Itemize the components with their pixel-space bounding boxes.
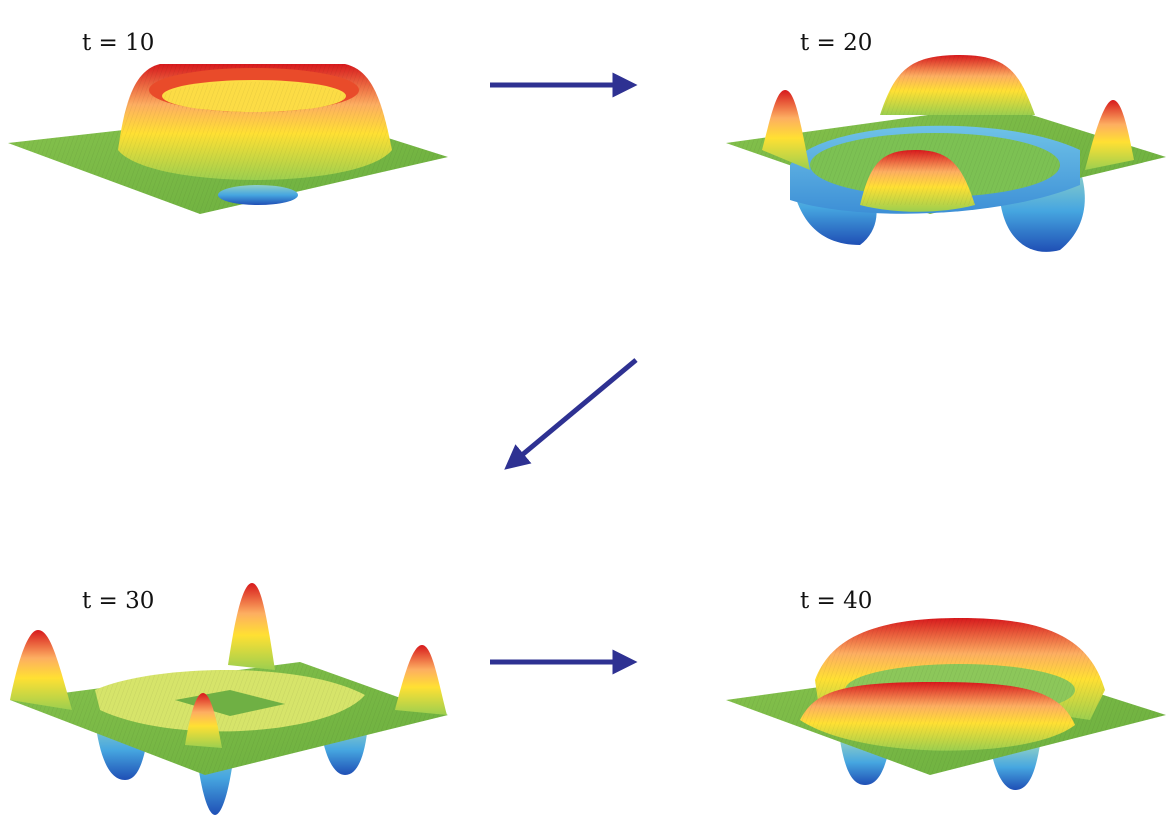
time-label-t30: t = 30 (82, 588, 154, 614)
surface-plot-t30 (10, 583, 448, 815)
panel-t40: t = 40 (726, 588, 1166, 790)
arrow-t20-to-t30 (504, 358, 638, 470)
surface-plot-t20 (726, 55, 1166, 252)
time-label-t40: t = 40 (800, 588, 872, 614)
surface-plot-t40 (726, 618, 1166, 790)
time-label-t10: t = 10 (82, 30, 154, 56)
panel-t30: t = 30 (10, 583, 448, 815)
panel-t20: t = 20 (726, 30, 1166, 252)
panel-t10: t = 10 (8, 30, 448, 214)
time-label-t20: t = 20 (800, 30, 872, 56)
surface-plot-t10 (8, 64, 448, 214)
